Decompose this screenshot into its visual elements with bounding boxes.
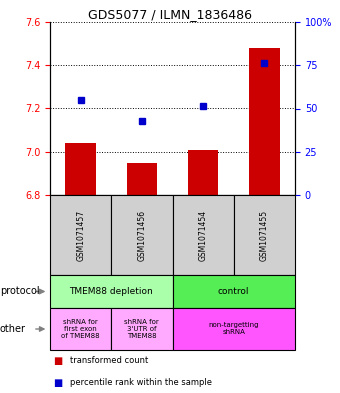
Text: TMEM88 depletion: TMEM88 depletion [69,287,153,296]
Bar [188,150,218,195]
Text: transformed count: transformed count [70,356,149,365]
Bar [65,143,96,195]
Text: percentile rank within the sample: percentile rank within the sample [70,378,212,387]
Text: other: other [0,324,26,334]
Text: protocol: protocol [0,286,40,296]
Text: GDS5077 / ILMN_1836486: GDS5077 / ILMN_1836486 [88,8,252,21]
Text: GSM1071454: GSM1071454 [199,209,208,261]
Text: ■: ■ [53,356,63,366]
Text: control: control [218,287,250,296]
Text: GSM1071455: GSM1071455 [260,209,269,261]
Text: GSM1071456: GSM1071456 [137,209,147,261]
Text: shRNA for
first exon
of TMEM88: shRNA for first exon of TMEM88 [61,319,100,339]
Text: GSM1071457: GSM1071457 [76,209,85,261]
Text: non-targetting
shRNA: non-targetting shRNA [208,323,259,336]
Text: ■: ■ [53,378,63,387]
Text: shRNA for
3'UTR of
TMEM88: shRNA for 3'UTR of TMEM88 [124,319,159,339]
Bar [249,48,280,195]
Bar [126,163,157,195]
